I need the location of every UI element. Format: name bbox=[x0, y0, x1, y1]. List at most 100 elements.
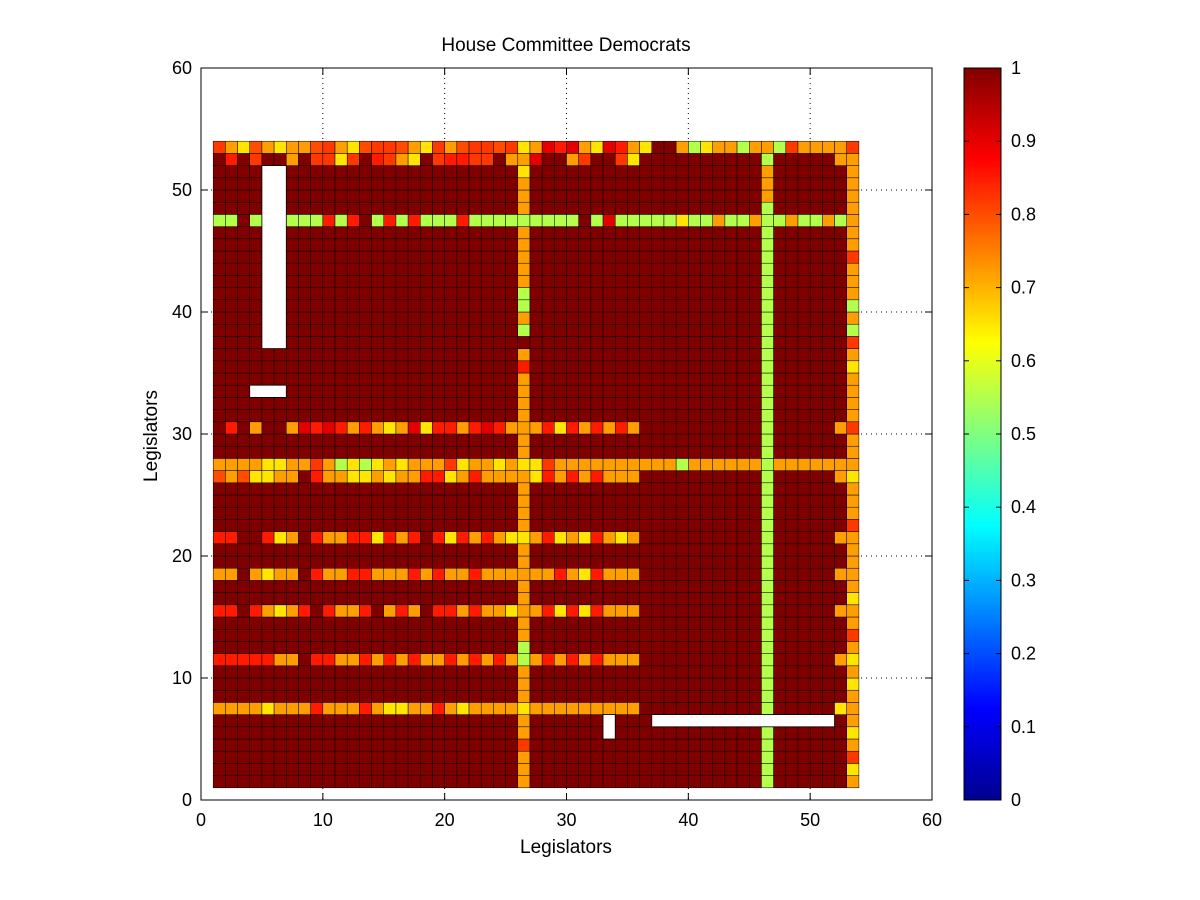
heatmap-cell bbox=[383, 323, 397, 337]
heatmap-cell bbox=[395, 397, 409, 410]
heatmap-cell bbox=[261, 519, 275, 532]
heatmap-cell bbox=[809, 702, 823, 715]
heatmap-cell bbox=[785, 360, 799, 374]
heatmap-cell bbox=[298, 384, 311, 398]
heatmap-cell bbox=[225, 140, 238, 154]
heatmap-cell bbox=[346, 360, 360, 374]
heatmap-cell bbox=[797, 763, 811, 776]
heatmap-cell bbox=[554, 592, 567, 606]
heatmap-cell bbox=[834, 519, 847, 532]
heatmap-cell bbox=[590, 384, 604, 398]
heatmap-cell bbox=[809, 323, 823, 337]
heatmap-cell bbox=[517, 275, 531, 288]
heatmap-cell bbox=[395, 738, 409, 752]
heatmap-cell bbox=[286, 726, 299, 740]
heatmap-cell bbox=[675, 409, 689, 423]
heatmap-cell bbox=[651, 567, 665, 581]
heatmap-cell bbox=[480, 189, 494, 203]
heatmap-cell bbox=[675, 470, 689, 484]
missing-block bbox=[249, 384, 287, 398]
heatmap-cell bbox=[675, 250, 689, 264]
heatmap-cell bbox=[773, 604, 787, 618]
heatmap-cell bbox=[834, 323, 847, 337]
heatmap-cell bbox=[273, 604, 287, 618]
heatmap-cell bbox=[785, 506, 799, 520]
heatmap-cell bbox=[651, 250, 665, 264]
heatmap-cell bbox=[480, 506, 494, 520]
heatmap-cell bbox=[395, 262, 409, 276]
heatmap-cell bbox=[371, 714, 385, 728]
heatmap-cell bbox=[225, 445, 238, 459]
heatmap-cell bbox=[578, 628, 592, 642]
heatmap-cell bbox=[322, 506, 336, 520]
heatmap-cell bbox=[249, 519, 263, 532]
heatmap-cell bbox=[785, 275, 799, 288]
heatmap-cell bbox=[420, 201, 433, 215]
heatmap-cell bbox=[359, 714, 372, 728]
heatmap-cell bbox=[322, 653, 336, 667]
heatmap-cell bbox=[773, 677, 787, 691]
heatmap-cell bbox=[261, 604, 275, 618]
heatmap-cell bbox=[298, 580, 311, 593]
heatmap-cell bbox=[834, 250, 847, 264]
heatmap-cell bbox=[566, 702, 579, 715]
heatmap-cell bbox=[212, 287, 226, 301]
heatmap-cell bbox=[651, 336, 665, 349]
heatmap-cell bbox=[261, 397, 275, 410]
heatmap-cell bbox=[359, 665, 372, 679]
heatmap-cell bbox=[432, 445, 445, 459]
heatmap-cell bbox=[602, 336, 616, 349]
heatmap-cell bbox=[614, 506, 628, 520]
heatmap-cell bbox=[371, 482, 385, 496]
heatmap-cell bbox=[761, 726, 774, 740]
heatmap-cell bbox=[578, 384, 592, 398]
heatmap-cell bbox=[700, 445, 713, 459]
heatmap-cell bbox=[346, 177, 360, 191]
heatmap-cell bbox=[639, 519, 653, 532]
heatmap-cell bbox=[395, 214, 409, 227]
heatmap-cell bbox=[749, 140, 762, 154]
heatmap-cell bbox=[675, 287, 689, 301]
heatmap-cell bbox=[834, 409, 847, 423]
heatmap-cell bbox=[456, 409, 470, 423]
heatmap-cell bbox=[614, 531, 628, 545]
heatmap-cell bbox=[249, 421, 263, 435]
heatmap-cell bbox=[822, 287, 835, 301]
heatmap-cell bbox=[493, 214, 506, 227]
heatmap-cell bbox=[761, 567, 774, 581]
heatmap-cell bbox=[456, 519, 470, 532]
heatmap-cell bbox=[359, 592, 372, 606]
heatmap-cell bbox=[517, 384, 531, 398]
heatmap-cell bbox=[749, 775, 762, 789]
heatmap-cell bbox=[407, 226, 421, 240]
heatmap-cell bbox=[614, 433, 628, 447]
heatmap-cell bbox=[809, 311, 823, 325]
heatmap-cell bbox=[517, 714, 531, 728]
heatmap-cell bbox=[773, 348, 787, 362]
heatmap-cell bbox=[383, 616, 397, 630]
heatmap-cell bbox=[834, 140, 847, 154]
heatmap-cell bbox=[237, 153, 250, 166]
heatmap-cell bbox=[407, 604, 421, 618]
heatmap-cell bbox=[468, 470, 482, 484]
heatmap-cell bbox=[383, 384, 397, 398]
heatmap-cell bbox=[468, 214, 482, 227]
heatmap-cell bbox=[432, 287, 445, 301]
heatmap-cell bbox=[846, 519, 860, 532]
heatmap-cell bbox=[420, 519, 433, 532]
heatmap-cell bbox=[736, 604, 750, 618]
heatmap-cell bbox=[420, 604, 433, 618]
heatmap-cell bbox=[420, 506, 433, 520]
heatmap-cell bbox=[700, 287, 713, 301]
heatmap-cell bbox=[712, 726, 726, 740]
heatmap-cell bbox=[627, 153, 640, 166]
heatmap-cell bbox=[590, 397, 604, 410]
heatmap-cell bbox=[334, 738, 348, 752]
heatmap-cell bbox=[809, 482, 823, 496]
heatmap-cell bbox=[822, 189, 835, 203]
heatmap-cell bbox=[773, 567, 787, 581]
heatmap-cell bbox=[602, 226, 616, 240]
heatmap-cell bbox=[346, 689, 360, 703]
heatmap-cell bbox=[797, 421, 811, 435]
heatmap-cell bbox=[566, 287, 579, 301]
